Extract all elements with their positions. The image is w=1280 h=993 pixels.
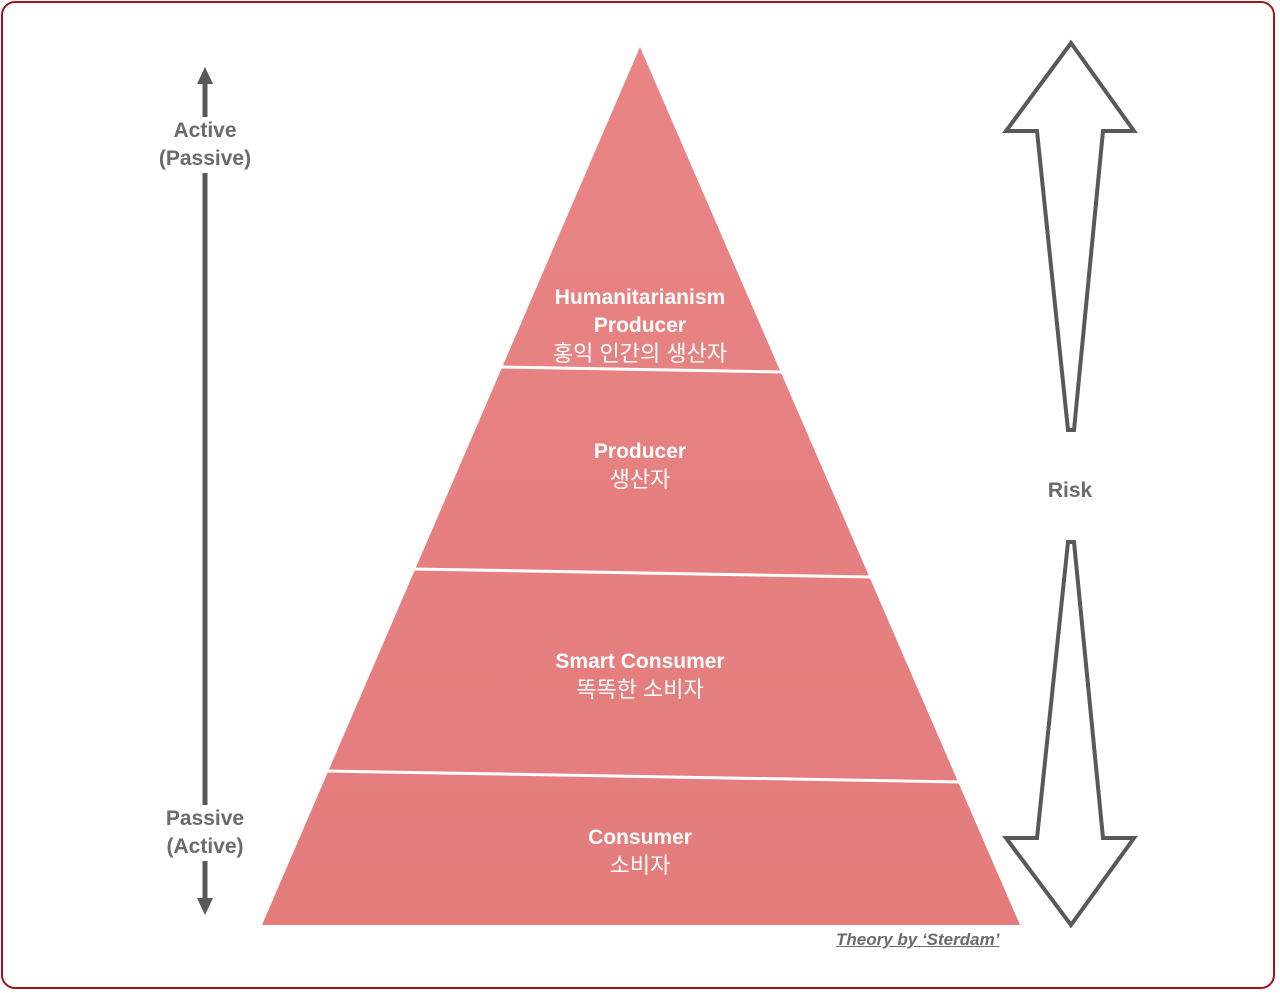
passive-label: Passive [165, 807, 245, 830]
tier-title: Humanitarianism [554, 286, 726, 309]
tier-title: Producer [593, 440, 687, 463]
tier-divider [326, 769, 961, 784]
tier-title-2: Producer [593, 314, 687, 337]
tier-korean: 생산자 [609, 467, 671, 492]
axis-bottom-label: Passive (Active) [145, 805, 265, 861]
risk-label: Risk [1020, 477, 1120, 505]
theory-credit: Theory by ‘Sterdam’ [836, 930, 1000, 949]
tier-title: Consumer [588, 826, 692, 849]
tier-consumer: Consumer 소비자 [490, 824, 790, 880]
tier-divider [499, 365, 785, 374]
tier-divider [413, 567, 873, 579]
tier-humanitarianism-producer: Humanitarianism Producer 홍익 인간의 생산자 [490, 284, 790, 368]
axis-top-label: Active (Passive) [145, 117, 265, 173]
risk-up-arrow-icon [1002, 39, 1138, 432]
tier-korean: 소비자 [609, 853, 671, 878]
active-label: Active [173, 119, 237, 142]
tier-producer: Producer 생산자 [490, 438, 790, 494]
tier-title: Smart Consumer [555, 650, 725, 673]
passive-sub-label: (Passive) [158, 147, 252, 170]
risk-down-arrow-icon [1002, 540, 1138, 929]
pyramid [262, 47, 1020, 925]
tier-korean: 똑똑한 소비자 [576, 677, 704, 702]
tier-smart-consumer: Smart Consumer 똑똑한 소비자 [490, 648, 790, 704]
tier-korean: 홍익 인간의 생산자 [552, 341, 728, 366]
active-sub-label: (Active) [166, 835, 244, 858]
active-passive-axis [197, 67, 213, 915]
